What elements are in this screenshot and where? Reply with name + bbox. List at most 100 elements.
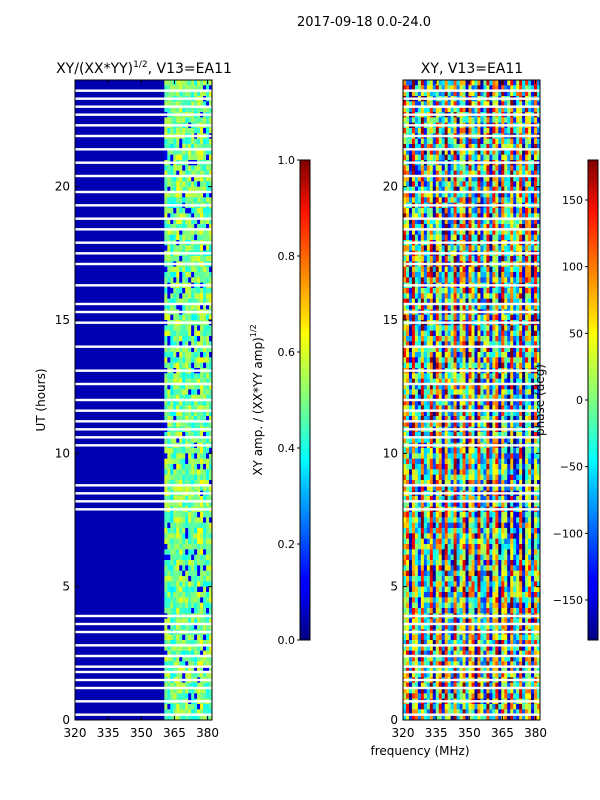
right-heatmap-cell: [471, 384, 475, 390]
right-heatmap-cell: [438, 101, 443, 108]
right-heatmap-cell: [486, 154, 490, 161]
left-heatmap-cell: [164, 672, 168, 678]
left-heatmap-cell: [179, 346, 183, 353]
right-heatmap-cell: [414, 400, 419, 406]
right-heatmap-cell: [504, 117, 508, 124]
left-heatmap-cell: [200, 394, 204, 401]
right-heatmap-cell: [405, 149, 410, 156]
right-heatmap-cell: [489, 192, 493, 198]
right-heatmap-cell: [403, 218, 407, 225]
left-heatmap-cell: [176, 208, 180, 214]
right-heatmap-cell: [435, 288, 440, 294]
right-heatmap-cell: [438, 421, 443, 428]
left-heatmap-cell: [197, 661, 201, 668]
right-heatmap-cell: [486, 416, 490, 422]
right-heatmap-cell: [477, 234, 481, 241]
right-heatmap-cell: [468, 117, 472, 124]
right-heatmap-cell: [453, 314, 458, 321]
right-heatmap-cell: [462, 362, 466, 369]
left-heatmap-cell: [176, 624, 180, 630]
left-heatmap-cell: [164, 421, 168, 428]
right-heatmap-cell: [423, 410, 428, 417]
left-heatmap-cell: [185, 373, 189, 380]
left-heatmap-cell: [170, 106, 174, 113]
right-heatmap-cell: [480, 186, 484, 193]
right-heatmap-cell: [459, 384, 463, 390]
right-heatmap-cell: [465, 288, 469, 294]
left-heatmap-cell: [203, 138, 207, 145]
right-heatmap-cell: [459, 357, 463, 364]
right-heatmap-cell: [450, 384, 455, 390]
right-heatmap-cell: [403, 378, 407, 385]
right-heatmap-cell: [456, 128, 460, 134]
right-heatmap-cell: [450, 416, 455, 422]
right-heatmap-cell: [531, 357, 535, 364]
left-heatmap-cell: [206, 330, 210, 337]
right-heatmap-cell: [411, 101, 416, 108]
right-heatmap-cell: [531, 389, 535, 396]
left-heatmap-cell: [176, 117, 180, 124]
right-heatmap-cell: [510, 213, 514, 220]
right-heatmap-cell: [507, 192, 511, 198]
right-heatmap-cell: [483, 181, 487, 188]
left-heatmap-cell: [209, 480, 212, 486]
left-heatmap-cell: [179, 661, 183, 668]
right-heatmap-cell: [483, 149, 487, 156]
right-heatmap-cell: [486, 165, 490, 172]
right-heatmap-cell: [468, 192, 472, 198]
left-heatmap-cell: [200, 330, 204, 337]
right-heatmap-cell: [486, 362, 490, 369]
right-heatmap-cell: [432, 410, 437, 417]
right-heatmap-cell: [435, 149, 440, 156]
right-heatmap-cell: [525, 170, 529, 177]
left-heatmap-cell: [188, 213, 192, 220]
right-heatmap-cell: [513, 357, 517, 364]
left-heatmap-cell: [170, 181, 174, 188]
left-heatmap-cell: [209, 634, 212, 641]
right-heatmap-cell: [426, 346, 431, 353]
left-heatmap-cell: [167, 336, 171, 342]
right-heatmap-cell: [411, 245, 416, 252]
right-heatmap-cell: [495, 234, 499, 241]
left-heatmap-cell: [170, 522, 174, 529]
right-heatmap-cell: [441, 149, 446, 156]
right-heatmap-cell: [435, 234, 440, 241]
left-heatmap-cell: [203, 373, 207, 380]
left-heatmap-cell: [200, 229, 204, 236]
right-heatmap-cell: [519, 117, 523, 124]
right-heatmap-cell: [513, 394, 517, 401]
right-heatmap-cell: [420, 304, 425, 310]
left-heatmap-cell: [179, 421, 183, 428]
right-heatmap-cell: [417, 389, 422, 396]
right-heatmap-cell: [441, 128, 446, 134]
left-heatmap-cell: [164, 517, 168, 524]
left-heatmap-cell: [164, 645, 168, 652]
right-heatmap-cell: [420, 229, 425, 236]
right-heatmap-cell: [489, 288, 493, 294]
right-heatmap-cell: [531, 416, 535, 422]
left-heatmap-cell: [176, 474, 180, 481]
left-heatmap-cell: [206, 528, 210, 534]
right-heatmap-cell: [447, 144, 452, 150]
right-heatmap-cell: [453, 341, 458, 348]
left-heatmap-cell: [197, 650, 201, 657]
right-heatmap-cell: [420, 272, 425, 278]
right-heatmap-cell: [432, 117, 437, 124]
right-heatmap-cell: [534, 277, 538, 284]
right-heatmap-cell: [459, 144, 463, 150]
left-heatmap-cell: [206, 208, 210, 214]
left-heatmap-cell: [206, 304, 210, 310]
right-heatmap-cell: [534, 400, 538, 406]
right-heatmap-cell: [423, 266, 428, 273]
left-heatmap-cell: [188, 608, 192, 614]
right-heatmap-cell: [474, 277, 478, 284]
left-heatmap-cell: [197, 533, 201, 540]
right-heatmap-cell: [429, 336, 434, 342]
right-heatmap-cell: [513, 229, 517, 236]
right-heatmap-cell: [471, 138, 475, 145]
left-heatmap-cell: [179, 693, 183, 700]
right-heatmap-cell: [459, 213, 463, 220]
left-heatmap-cell: [179, 352, 183, 358]
right-heatmap-cell: [531, 192, 535, 198]
right-heatmap-cell: [441, 144, 446, 150]
